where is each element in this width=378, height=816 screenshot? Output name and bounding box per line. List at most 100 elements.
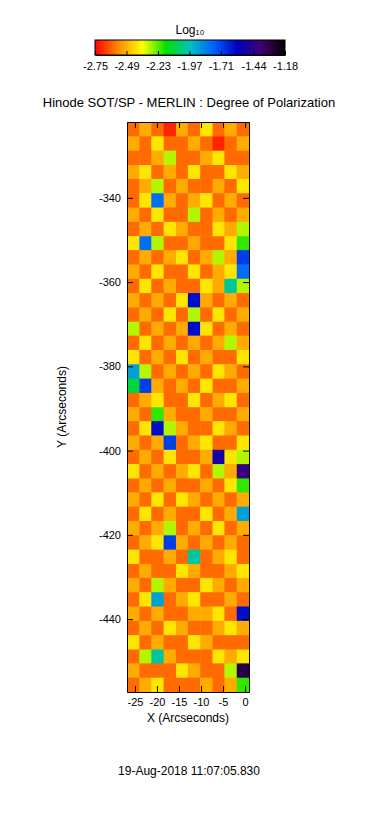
cell (139, 179, 152, 194)
cell (237, 492, 249, 507)
cell (224, 635, 237, 650)
cell (164, 336, 177, 351)
cell (139, 322, 152, 337)
y-axis-right-tick-mark (243, 535, 249, 536)
cell (213, 550, 226, 565)
y-axis-tick: -440 (99, 613, 133, 625)
cell (176, 678, 189, 692)
cell (151, 678, 164, 692)
y-axis-right-tick (243, 198, 249, 199)
cell (151, 450, 164, 465)
cell (224, 678, 237, 692)
cell (127, 307, 140, 322)
cell (224, 364, 237, 379)
cell (224, 492, 237, 507)
cell (164, 578, 177, 593)
cell (164, 364, 177, 379)
cell (188, 179, 201, 194)
cell (188, 279, 201, 294)
cell (213, 222, 226, 237)
cell (127, 592, 140, 607)
y-axis-tick-mark (127, 619, 133, 620)
cell (139, 264, 152, 279)
cell (151, 621, 164, 636)
cell (200, 393, 213, 408)
cell (176, 136, 189, 151)
cell (139, 136, 152, 151)
colorbar-tick: -2.75 (83, 51, 108, 72)
cell (213, 421, 226, 436)
cell (200, 250, 213, 265)
cell (213, 464, 226, 479)
cell (127, 564, 140, 579)
cell (164, 564, 177, 579)
cell (224, 236, 237, 251)
cell (127, 151, 140, 166)
cell (139, 279, 152, 294)
cell (237, 379, 249, 394)
cell (237, 663, 249, 678)
cell (176, 521, 189, 536)
cell (164, 293, 177, 308)
colorbar-tick-label: -1.97 (177, 60, 202, 72)
cell (224, 193, 237, 208)
cell (188, 635, 201, 650)
cell (164, 236, 177, 251)
cell (224, 264, 237, 279)
cell (164, 550, 177, 565)
cell (224, 421, 237, 436)
cell (139, 393, 152, 408)
colorbar-tick-label: -1.44 (241, 60, 266, 72)
x-axis-top-tick-mark (179, 122, 180, 128)
cell (188, 464, 201, 479)
cell (151, 535, 164, 550)
cell (151, 421, 164, 436)
cell (188, 578, 201, 593)
cell (213, 350, 226, 365)
cell (200, 550, 213, 565)
cell (188, 507, 201, 522)
colorbar-axis-line (96, 55, 286, 56)
cell (127, 478, 140, 493)
cell (224, 564, 237, 579)
title: Hinode SOT/SP - MERLIN : Degree of Polar… (43, 95, 335, 110)
cell (188, 350, 201, 365)
colorbar-axis: -2.75-2.49-2.23-1.97-1.71-1.44-1.18 (83, 51, 298, 72)
y-axis-tick-mark (127, 198, 133, 199)
cell (188, 379, 201, 394)
cell (200, 421, 213, 436)
cell (176, 264, 189, 279)
cell (188, 421, 201, 436)
cell (213, 478, 226, 493)
cell (213, 208, 226, 223)
cell (213, 165, 226, 180)
x-axis-top-tick (245, 122, 246, 128)
x-axis: -25-20-15-10-50 (127, 686, 249, 708)
colorbar (95, 40, 285, 55)
x-axis-tick: -20 (149, 686, 165, 708)
cell (224, 179, 237, 194)
cell (224, 322, 237, 337)
cell (164, 208, 177, 223)
cell (213, 507, 226, 522)
cell (213, 151, 226, 166)
cell (176, 407, 189, 422)
cell (237, 421, 249, 436)
cell (151, 307, 164, 322)
cell (237, 435, 249, 450)
cell (139, 492, 152, 507)
cell (127, 578, 140, 593)
cell (237, 364, 249, 379)
cell (213, 649, 226, 664)
cell (176, 322, 189, 337)
cell (164, 635, 177, 650)
x-axis-top-tick (157, 122, 158, 128)
cell (200, 307, 213, 322)
cell (224, 621, 237, 636)
y-axis-tick-label: -420 (99, 529, 121, 541)
cell (200, 379, 213, 394)
cell (127, 607, 140, 622)
cell (188, 663, 201, 678)
cell (164, 421, 177, 436)
cell (176, 478, 189, 493)
